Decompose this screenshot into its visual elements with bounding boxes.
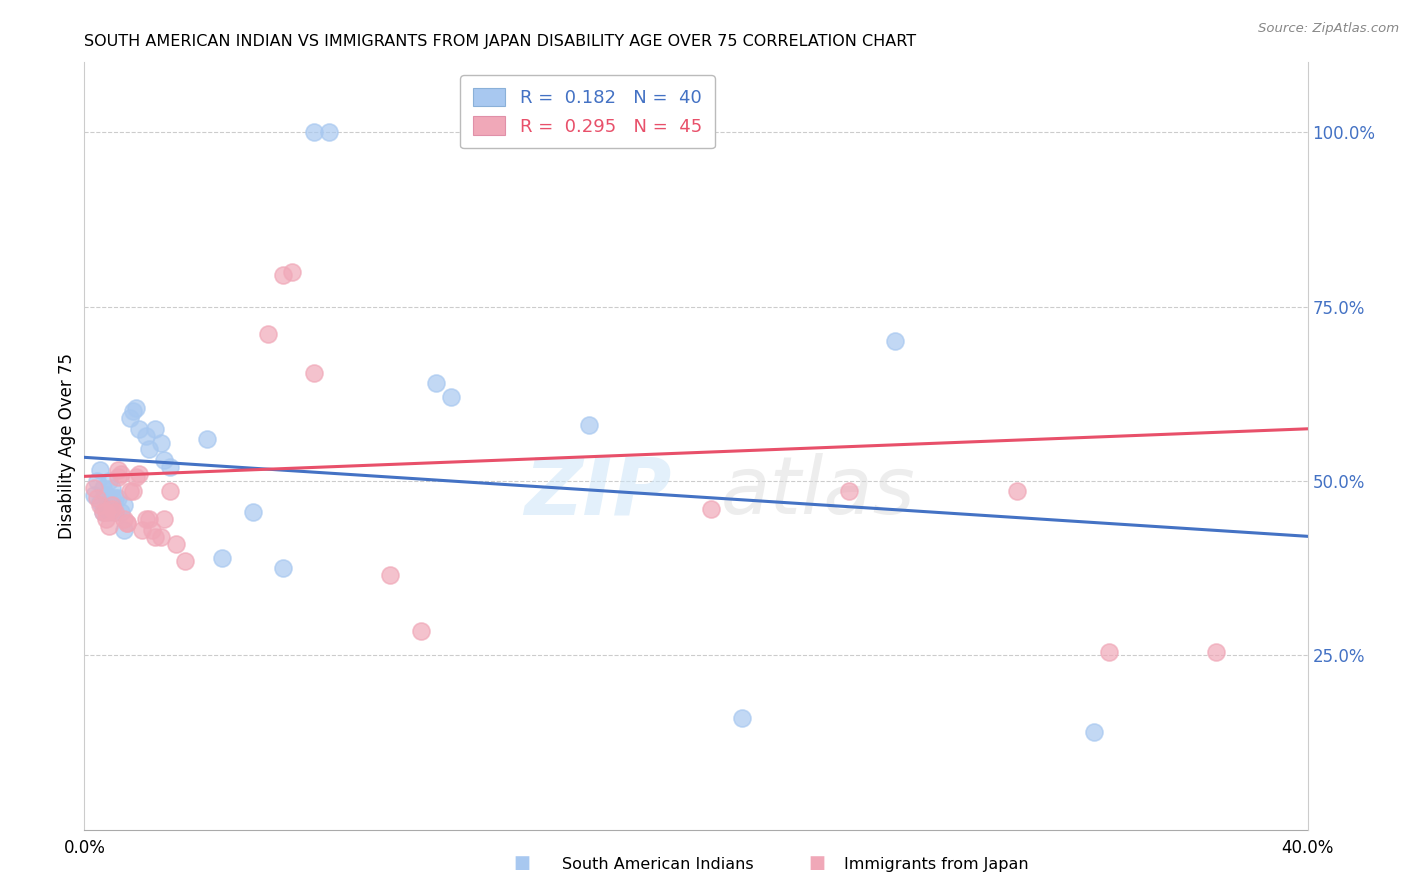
Text: ZIP: ZIP <box>524 453 672 531</box>
Point <box>143 421 166 435</box>
Point <box>159 484 181 499</box>
Point <box>141 523 163 537</box>
Point <box>110 505 132 519</box>
Point <box>128 421 150 435</box>
Point <box>135 428 157 442</box>
Point <box>128 467 150 481</box>
Point <box>138 442 160 457</box>
Point <box>380 568 402 582</box>
Point <box>101 501 124 516</box>
Point <box>1083 725 1105 739</box>
Point <box>502 125 524 139</box>
Point <box>318 125 340 139</box>
Text: Source: ZipAtlas.com: Source: ZipAtlas.com <box>1258 22 1399 36</box>
Text: ■: ■ <box>808 855 825 872</box>
Point <box>107 463 129 477</box>
Point <box>138 512 160 526</box>
Point <box>153 453 176 467</box>
Point <box>91 505 114 519</box>
Point <box>89 498 111 512</box>
Point <box>110 467 132 481</box>
Point <box>159 459 181 474</box>
Point <box>101 481 124 495</box>
Point <box>101 491 124 506</box>
Point <box>1205 645 1227 659</box>
Point <box>89 495 111 509</box>
Point <box>409 624 432 638</box>
Point <box>1098 645 1121 659</box>
Point <box>97 519 120 533</box>
Point <box>97 474 120 488</box>
Point <box>125 401 148 415</box>
Point <box>122 404 145 418</box>
Point <box>112 523 135 537</box>
Point <box>86 474 108 488</box>
Point <box>731 711 754 725</box>
Point <box>83 481 105 495</box>
Point <box>135 512 157 526</box>
Point <box>174 554 197 568</box>
Point <box>89 463 111 477</box>
Point <box>115 516 138 530</box>
Point <box>440 390 463 404</box>
Point <box>94 501 117 516</box>
Point <box>578 418 600 433</box>
Point <box>112 498 135 512</box>
Point <box>122 484 145 499</box>
Point <box>107 470 129 484</box>
Point <box>131 523 153 537</box>
Point <box>149 530 172 544</box>
Point <box>104 505 127 519</box>
Point <box>547 125 569 139</box>
Point <box>97 505 120 519</box>
Text: Immigrants from Japan: Immigrants from Japan <box>844 857 1028 872</box>
Point <box>257 327 280 342</box>
Text: SOUTH AMERICAN INDIAN VS IMMIGRANTS FROM JAPAN DISABILITY AGE OVER 75 CORRELATIO: SOUTH AMERICAN INDIAN VS IMMIGRANTS FROM… <box>84 34 917 49</box>
Text: atlas: atlas <box>720 453 915 531</box>
Point <box>101 498 124 512</box>
Point <box>271 268 294 282</box>
Text: South American Indians: South American Indians <box>562 857 754 872</box>
Point <box>143 530 166 544</box>
Point <box>125 470 148 484</box>
Point <box>700 501 723 516</box>
Point <box>165 536 187 550</box>
Point <box>120 484 142 499</box>
Point <box>578 125 600 139</box>
Point <box>91 505 114 519</box>
Point <box>281 265 304 279</box>
Point <box>94 488 117 502</box>
Point <box>531 125 554 139</box>
Point <box>153 512 176 526</box>
Point <box>271 561 294 575</box>
Point <box>83 488 105 502</box>
Point <box>112 512 135 526</box>
Point <box>242 505 264 519</box>
Point <box>149 435 172 450</box>
Y-axis label: Disability Age Over 75: Disability Age Over 75 <box>58 353 76 539</box>
Point <box>425 376 447 391</box>
Point <box>86 491 108 506</box>
Text: ■: ■ <box>513 855 530 872</box>
Point <box>195 432 218 446</box>
Legend: R =  0.182   N =  40, R =  0.295   N =  45: R = 0.182 N = 40, R = 0.295 N = 45 <box>460 75 714 148</box>
Point <box>107 491 129 506</box>
Point <box>883 334 905 349</box>
Point <box>838 484 860 499</box>
Point <box>302 125 325 139</box>
Point <box>94 505 117 519</box>
Point <box>94 512 117 526</box>
Point <box>302 366 325 380</box>
Point <box>91 481 114 495</box>
Point <box>104 491 127 506</box>
Point <box>115 516 138 530</box>
Point <box>104 505 127 519</box>
Point <box>1005 484 1028 499</box>
Point <box>120 411 142 425</box>
Point <box>211 550 233 565</box>
